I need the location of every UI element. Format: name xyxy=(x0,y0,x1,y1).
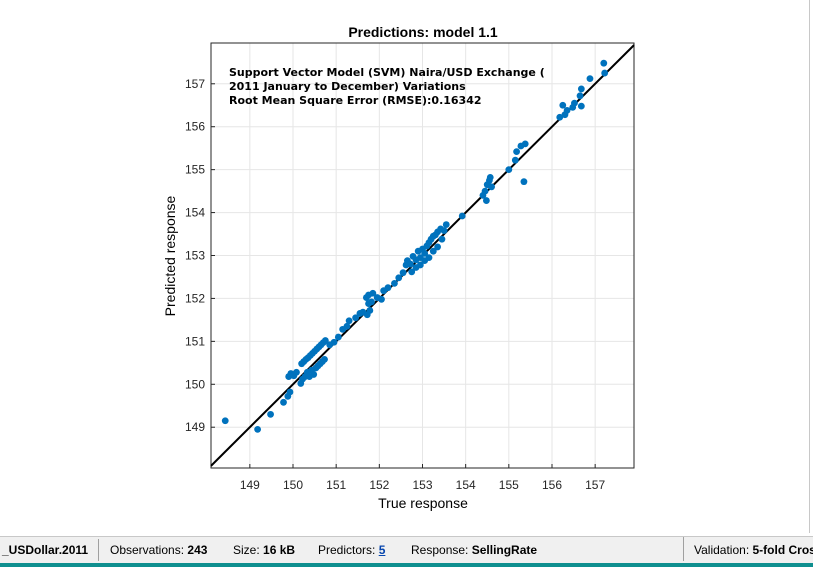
data-point xyxy=(577,85,585,93)
x-tick-label: 153 xyxy=(412,478,432,492)
x-tick-label: 152 xyxy=(369,478,389,492)
data-point xyxy=(399,269,407,277)
data-point xyxy=(352,314,359,322)
data-point xyxy=(310,371,318,378)
chart-title: Predictions: model 1.1 xyxy=(348,24,498,40)
observations-status: Observations: 243 xyxy=(110,543,208,557)
x-axis-label: True response xyxy=(378,495,468,511)
data-point xyxy=(458,212,466,220)
data-point xyxy=(395,274,403,282)
data-point xyxy=(368,298,375,306)
data-point xyxy=(556,113,564,121)
data-point xyxy=(513,148,520,156)
y-tick-label: 149 xyxy=(185,420,205,434)
data-point xyxy=(334,333,342,341)
status-bar: _USDollar.2011 Observations: 243 Size: 1… xyxy=(0,536,813,564)
y-tick-label: 154 xyxy=(185,206,205,220)
data-point xyxy=(321,355,328,363)
data-point xyxy=(576,92,584,100)
data-point xyxy=(407,260,414,268)
data-point xyxy=(369,289,377,297)
data-point xyxy=(488,183,495,191)
data-point xyxy=(330,338,338,346)
y-axis-label: Predicted response xyxy=(162,195,178,316)
dataset-name: _USDollar.2011 xyxy=(2,543,89,557)
data-point xyxy=(425,254,433,262)
annotation-line-1: Support Vector Model (SVM) Naira/USD Exc… xyxy=(229,66,545,79)
data-point xyxy=(559,101,567,109)
data-point xyxy=(254,425,262,433)
data-point xyxy=(286,388,294,396)
data-point xyxy=(378,295,385,303)
plot-panel: 149 150 151 152 153 154 155 156 157 149 150 151 152 1… xyxy=(162,24,635,511)
data-point xyxy=(343,322,351,330)
data-point xyxy=(366,307,374,314)
status-divider xyxy=(98,539,99,561)
data-point xyxy=(511,156,519,164)
data-point xyxy=(571,99,578,107)
x-tick-label: 156 xyxy=(542,478,562,492)
x-tick-label: 154 xyxy=(456,478,476,492)
predictors-status: Predictors: 5 xyxy=(318,543,386,557)
data-point xyxy=(321,337,329,344)
window-edge xyxy=(809,0,810,533)
data-point xyxy=(563,106,571,114)
data-point xyxy=(345,317,353,325)
annotation-line-3: Root Mean Square Error (RMSE):0.16342 xyxy=(229,94,482,107)
data-point xyxy=(421,249,429,257)
data-point xyxy=(442,221,450,228)
y-tick-label: 157 xyxy=(185,77,205,91)
y-tick-label: 156 xyxy=(185,120,205,134)
predictors-link[interactable]: 5 xyxy=(378,543,386,557)
data-point xyxy=(429,247,437,255)
y-tick-label: 151 xyxy=(185,334,205,348)
data-point xyxy=(293,368,300,376)
data-point xyxy=(601,69,609,77)
data-point xyxy=(280,398,287,406)
data-point xyxy=(586,75,594,83)
data-point xyxy=(482,197,490,204)
x-tick-label: 150 xyxy=(283,478,303,492)
validation-status: Validation: 5-fold Cros xyxy=(683,537,813,561)
data-point xyxy=(434,243,442,251)
size-status: Size: 16 kB xyxy=(233,543,296,557)
y-tick-label: 153 xyxy=(185,249,205,263)
data-point xyxy=(408,268,416,276)
y-tick-label: 152 xyxy=(185,291,205,305)
data-point xyxy=(221,417,229,425)
data-point xyxy=(521,140,529,148)
data-point xyxy=(481,187,489,195)
data-point xyxy=(505,166,513,174)
data-point xyxy=(438,235,446,243)
y-tick-label: 155 xyxy=(185,163,205,177)
data-point xyxy=(391,280,398,287)
x-tick-label: 157 xyxy=(585,478,605,492)
x-tick-label: 151 xyxy=(326,478,346,492)
data-point xyxy=(416,261,424,269)
data-point xyxy=(440,227,448,235)
prediction-scatter-plot: 149 150 151 152 153 154 155 156 157 149 150 151 152 1… xyxy=(162,24,635,511)
data-point xyxy=(486,173,494,181)
x-tick-label: 155 xyxy=(499,478,519,492)
taskbar-strip xyxy=(0,563,813,567)
response-status: Response: SellingRate xyxy=(411,543,538,557)
data-point xyxy=(600,59,608,67)
y-tick-label: 150 xyxy=(185,377,205,391)
data-point xyxy=(520,178,528,186)
x-tick-label: 149 xyxy=(240,478,260,492)
data-point xyxy=(267,410,274,418)
annotation-line-2: 2011 January to December) Variations xyxy=(229,80,466,93)
data-point xyxy=(384,284,392,292)
data-point xyxy=(577,102,585,110)
